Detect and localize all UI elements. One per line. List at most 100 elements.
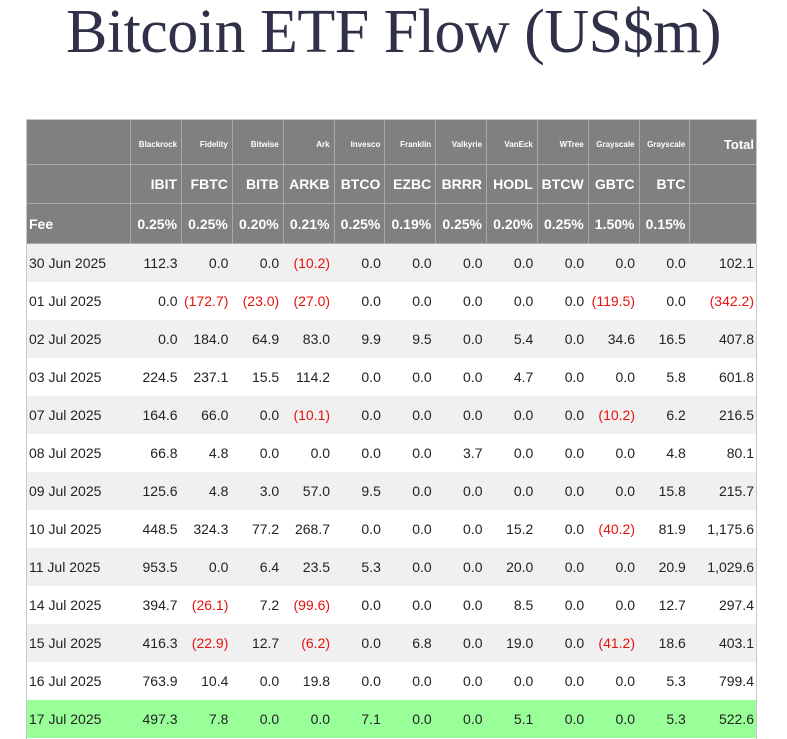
flow-cell: 0.0 [463,293,483,309]
flow-cell: 4.8 [666,445,686,461]
flow-cell: 416.3 [142,635,178,651]
fee-value: 0.25% [130,203,183,244]
flow-cell: 0.0 [361,407,381,423]
flow-cell: 7.2 [259,597,280,613]
date-cell: 15 Jul 2025 [29,635,102,651]
flow-cell: 112.3 [143,255,178,271]
ticker-header: GBTC [588,164,640,204]
flow-cell: (41.2) [598,635,635,651]
table-row: 10 Jul 2025 448.5 324.3 77.2 268.7 0.0 0.0 0.0 1… [26,510,757,548]
flow-cell: 8.5 [513,597,534,613]
total-cell: 216.5 [718,407,754,423]
flow-cell: 0.0 [412,293,432,309]
ticker-header: ARKB [283,164,335,204]
flow-cell: 0.0 [615,597,635,613]
issuer-header-row: Blackrock Fidelity Bitwise Ark Invesco Frankl… [26,119,757,165]
flow-cell: 0.0 [361,369,381,385]
total-cell: 297.4 [718,597,754,613]
total-cell: 601.8 [718,369,754,385]
flow-cell: 0.0 [463,635,483,651]
issuer-header: Grayscale [639,119,691,165]
flow-cell: 12.7 [251,635,280,651]
issuer-header: Invesco [334,119,386,165]
header-corner [26,119,132,165]
flow-cell: 81.9 [658,521,686,537]
date-cell: 07 Jul 2025 [29,407,102,423]
etf-flow-table: Blackrock Fidelity Bitwise Ark Invesco Frankl… [26,119,757,738]
total-cell: 1,175.6 [707,521,754,537]
table-row: 09 Jul 2025 125.6 4.8 3.0 57.0 9.5 0.0 0.0 0.0 0.… [26,472,757,510]
issuer-header: Bitwise [232,119,284,165]
table-row: 14 Jul 2025 394.7 (26.1) 7.2 (99.6) 0.0 0.0 0.0… [26,586,757,624]
flow-cell: (10.2) [293,255,331,271]
flow-cell: 0.0 [463,407,483,423]
flow-cell: 15.8 [658,483,686,499]
flow-cell: 324.3 [193,521,229,537]
date-cell: 30 Jun 2025 [29,255,107,271]
flow-cell: 0.0 [615,483,635,499]
total-cell: 215.7 [718,483,754,499]
table-body: 30 Jun 2025 112.3 0.0 0.0 (10.2) 0.0 0.0 0.0 0.0… [26,243,757,738]
fee-value: 0.25% [537,203,589,244]
page-title: Bitcoin ETF Flow (US$m) [65,0,722,66]
flow-cell: 0.0 [259,407,280,423]
total-cell: 403.1 [718,635,754,651]
flow-cell: 4.7 [513,369,534,385]
total-cell: 522.6 [718,711,754,727]
flow-cell: 77.2 [251,521,280,537]
flow-cell: 0.0 [412,521,432,537]
flow-cell: 0.0 [361,521,381,537]
flow-cell: 0.0 [158,331,178,347]
flow-cell: 0.0 [310,711,331,727]
date-cell: 16 Jul 2025 [29,673,102,689]
flow-cell: 0.0 [412,711,432,727]
ticker-header: BRRR [435,164,488,204]
table-row: 08 Jul 2025 66.8 4.8 0.0 0.0 0.0 0.0 3.7 0.0 0.0 0… [26,434,757,472]
issuer-header: Valkyrie [435,119,488,165]
flow-cell: 0.0 [564,407,585,423]
table-row: 02 Jul 2025 0.0 184.0 64.9 83.0 9.9 9.5 0.0 5.4 0… [26,320,757,358]
flow-cell: 0.0 [361,445,381,461]
flow-cell: 0.0 [463,369,483,385]
table-row: 17 Jul 2025 497.3 7.8 0.0 0.0 7.1 0.0 0.0 5.1 0.0… [26,700,757,738]
fee-header-row: Fee 0.25% 0.25% 0.20% 0.21% 0.25% 0.19% 0.25% 0.… [26,203,757,244]
flow-cell: 15.2 [506,521,534,537]
flow-cell: 0.0 [564,521,585,537]
flow-cell: 0.0 [564,673,585,689]
flow-cell: 0.0 [158,293,178,309]
header-blank [689,203,757,244]
flow-cell: 394.7 [142,597,178,613]
flow-cell: 0.0 [615,369,635,385]
flow-cell: 5.1 [513,711,534,727]
flow-cell: 0.0 [615,255,635,271]
flow-cell: 237.1 [193,369,229,385]
flow-cell: 0.0 [412,445,432,461]
flow-cell: 0.0 [361,635,381,651]
flow-cell: 0.0 [666,293,686,309]
ticker-header: BTC [639,164,691,204]
flow-cell: (119.5) [591,293,635,309]
flow-cell: 0.0 [259,445,280,461]
total-cell: 407.8 [718,331,754,347]
flow-cell: 10.4 [201,673,229,689]
flow-cell: (6.2) [301,635,331,651]
flow-cell: 66.0 [201,407,229,423]
date-cell: 01 Jul 2025 [29,293,102,309]
total-cell: (342.2) [709,293,754,309]
flow-cell: 5.3 [361,559,381,575]
fee-value: 0.25% [435,203,488,244]
flow-cell: 268.7 [294,521,331,537]
table-row: 11 Jul 2025 953.5 0.0 6.4 23.5 5.3 0.0 0.0 20.0 0… [26,548,757,586]
ticker-header: BTCW [537,164,589,204]
flow-cell: 0.0 [463,559,483,575]
issuer-header: WTree [537,119,589,165]
flow-cell: 20.0 [506,559,534,575]
flow-cell: 0.0 [513,407,534,423]
flow-cell: 12.7 [658,597,686,613]
ticker-header: BTCO [334,164,386,204]
ticker-header: EZBC [384,164,437,204]
header-blank [689,164,757,204]
issuer-header: Grayscale [588,119,640,165]
flow-cell: (27.0) [293,293,331,309]
flow-cell: 19.0 [506,635,534,651]
